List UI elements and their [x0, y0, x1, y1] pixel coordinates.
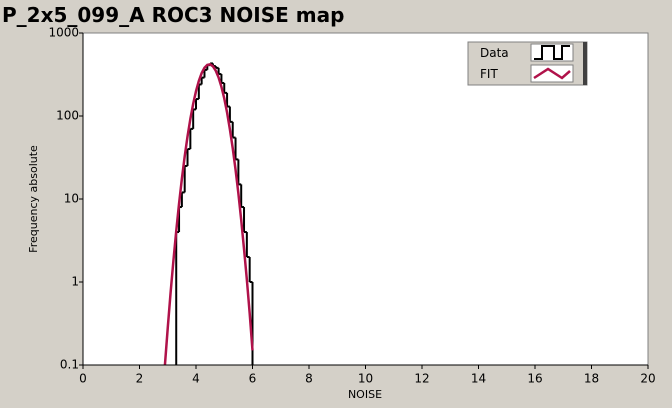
chart-title: P_2x5_099_A ROC3 NOISE map — [2, 3, 344, 27]
x-tick-label: 20 — [640, 372, 655, 386]
x-tick-label: 8 — [305, 372, 313, 386]
x-tick-label: 2 — [136, 372, 144, 386]
x-tick-label: 4 — [192, 372, 200, 386]
y-tick-label: 1 — [71, 275, 79, 289]
legend-swatch — [533, 67, 571, 80]
x-tick-label: 12 — [414, 372, 429, 386]
legend-label: Data — [480, 46, 509, 60]
legend-edge — [583, 42, 587, 85]
plot-content — [163, 62, 254, 365]
fit-line — [163, 63, 254, 365]
x-tick-label: 0 — [79, 372, 87, 386]
y-tick-label: 100 — [56, 109, 79, 123]
y-tick-label: 10 — [64, 192, 79, 206]
x-tick-label: 6 — [249, 372, 257, 386]
y-axis-label: Frequency absolute — [27, 145, 40, 253]
x-axis-label: NOISE — [348, 388, 382, 401]
legend-swatch — [534, 45, 570, 60]
x-tick-label: 18 — [584, 372, 599, 386]
y-tick-label: 0.1 — [60, 358, 79, 372]
x-tick-label: 14 — [471, 372, 486, 386]
y-tick-label: 1000 — [48, 26, 79, 40]
x-tick-label: 16 — [527, 372, 542, 386]
legend-label: FIT — [480, 67, 498, 81]
x-tick-label: 10 — [358, 372, 373, 386]
